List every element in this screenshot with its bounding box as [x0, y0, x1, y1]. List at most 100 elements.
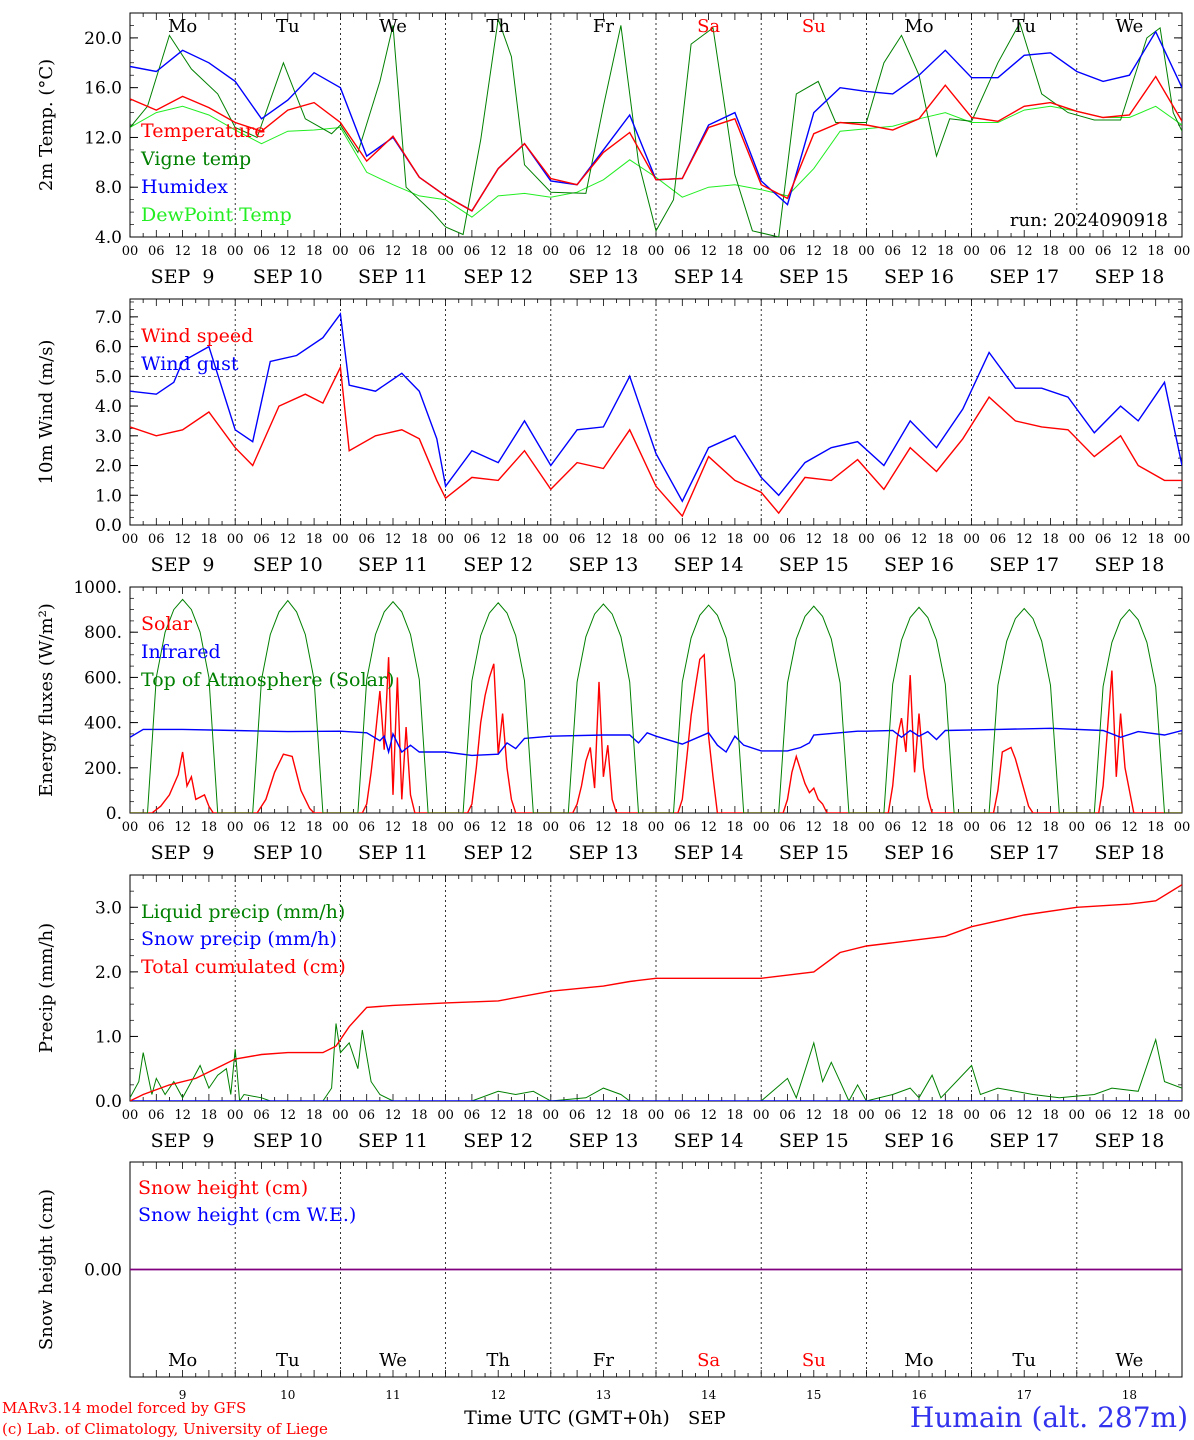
date-label: SEP 10: [253, 1130, 323, 1152]
hour-tick-label: 18: [516, 820, 533, 835]
series-line-wind-gust: [130, 312, 1182, 503]
hour-tick-label: 00: [227, 1108, 244, 1123]
y-tick-label: 8.0: [95, 178, 122, 198]
hour-tick-label: 12: [595, 532, 612, 547]
hour-tick-label: 12: [385, 820, 402, 835]
hour-tick-label: 12: [595, 1108, 612, 1123]
weekday-label: We: [379, 1350, 407, 1371]
hour-tick-label: 00: [858, 820, 875, 835]
hour-tick-label: 12: [490, 1108, 507, 1123]
day-number-label: 17: [1017, 1388, 1032, 1402]
hour-tick-label: 00: [332, 532, 349, 547]
hour-tick-label: 06: [358, 820, 375, 835]
hour-tick-label: 18: [306, 1108, 323, 1123]
date-label: SEP 17: [989, 1130, 1059, 1152]
y-axis-label: 2m Temp. (°C): [36, 59, 57, 191]
hour-tick-label: 18: [621, 1108, 638, 1123]
legend-entry: Humidex: [141, 176, 228, 198]
date-label: SEP 10: [253, 554, 323, 576]
hour-tick-label: 06: [253, 820, 270, 835]
hour-tick-label: 18: [727, 820, 744, 835]
hour-tick-label: 00: [122, 820, 139, 835]
y-axis-label: Precip (mm/h): [36, 923, 57, 1053]
y-tick-label: 3.0: [95, 427, 122, 447]
hour-tick-label: 06: [674, 1108, 691, 1123]
date-label: SEP 14: [674, 1130, 744, 1152]
hour-tick-label: 18: [411, 1108, 428, 1123]
day-number-label: 18: [1122, 1388, 1137, 1402]
hour-tick-label: 06: [569, 820, 586, 835]
hour-tick-label: 12: [806, 1108, 823, 1123]
hour-tick-label: 12: [174, 820, 191, 835]
date-label: SEP 9: [151, 1130, 215, 1152]
hour-tick-label: 18: [1042, 244, 1059, 259]
hour-tick-label: 18: [516, 532, 533, 547]
hour-tick-label: 18: [1042, 820, 1059, 835]
hour-tick-label: 06: [148, 244, 165, 259]
run-label: run: 2024090918: [1010, 210, 1168, 231]
hour-tick-label: 00: [1069, 244, 1086, 259]
hour-tick-label: 18: [1147, 532, 1164, 547]
series-line-temperature: [130, 75, 1182, 212]
legend-entry: Liquid precip (mm/h): [141, 901, 345, 923]
legend-entry: Total cumulated (cm): [141, 956, 346, 978]
y-tick-label: 0.: [106, 804, 122, 824]
series-line-dewpoint-temp: [130, 105, 1182, 218]
hour-tick-label: 00: [753, 244, 770, 259]
hour-tick-label: 00: [753, 820, 770, 835]
credit-line: (c) Lab. of Climatology, University of L…: [2, 1420, 328, 1438]
date-label: SEP 14: [674, 842, 744, 864]
y-axis-label: 10m Wind (m/s): [36, 340, 57, 485]
legend-entry: Solar: [141, 613, 193, 635]
hour-tick-label: 18: [832, 244, 849, 259]
series-line-vigne-temp: [130, 19, 1182, 237]
date-label: SEP 9: [151, 266, 215, 288]
hour-tick-label: 06: [148, 820, 165, 835]
hour-tick-label: 18: [727, 532, 744, 547]
panel-snow: 0.00 Snow height (cm) Snow height (cm) Snow…: [36, 1161, 1183, 1402]
date-label: SEP 16: [884, 554, 954, 576]
date-label: SEP 16: [884, 1130, 954, 1152]
hour-tick-label: 00: [753, 1108, 770, 1123]
y-tick-label: 2.0: [95, 963, 122, 983]
weekday-label: Sa: [697, 16, 720, 37]
date-label: SEP 12: [463, 1130, 533, 1152]
hour-tick-label: 06: [569, 1108, 586, 1123]
hour-tick-label: 18: [411, 244, 428, 259]
hour-tick-label: 00: [543, 244, 560, 259]
y-tick-label: 2.0: [95, 457, 122, 477]
hour-tick-label: 12: [385, 244, 402, 259]
hour-tick-label: 00: [437, 532, 454, 547]
hour-tick-label: 06: [464, 1108, 481, 1123]
hour-tick-label: 06: [779, 1108, 796, 1123]
date-label: SEP 13: [568, 1130, 638, 1152]
hour-tick-label: 12: [700, 244, 717, 259]
hour-tick-label: 00: [1174, 820, 1191, 835]
hour-tick-label: 18: [937, 1108, 954, 1123]
hour-tick-label: 18: [832, 820, 849, 835]
date-label: SEP 18: [1094, 266, 1164, 288]
hour-tick-label: 18: [1042, 1108, 1059, 1123]
hour-tick-label: 06: [1095, 532, 1112, 547]
date-label: SEP 14: [674, 554, 744, 576]
y-tick-label: 16.0: [84, 79, 122, 99]
hour-tick-label: 00: [648, 820, 665, 835]
hour-tick-label: 06: [253, 532, 270, 547]
legend-entry: Top of Atmosphere (Solar): [141, 669, 394, 691]
panel-temp: 4.0 8.0 12.0 16.0 20.0 2m Temp. (°C) Temperatu…: [36, 12, 1190, 288]
weekday-label: Su: [802, 1350, 826, 1371]
y-axis-label: Energy fluxes (W/m²): [36, 603, 57, 797]
y-tick-label: 0.0: [95, 1092, 122, 1112]
y-tick-label: 1.0: [95, 1027, 122, 1047]
legend-entry: Snow height (cm): [138, 1177, 308, 1199]
date-label: SEP 18: [1094, 554, 1164, 576]
hour-tick-label: 12: [174, 244, 191, 259]
hour-tick-label: 00: [543, 1108, 560, 1123]
weekday-label: We: [379, 16, 407, 37]
y-tick-label: 400.: [84, 714, 122, 734]
y-tick-label: 4.0: [95, 228, 122, 248]
hour-tick-label: 12: [385, 1108, 402, 1123]
weekday-label: Tu: [1012, 1350, 1036, 1371]
hour-tick-label: 00: [543, 820, 560, 835]
hour-tick-label: 18: [201, 244, 218, 259]
